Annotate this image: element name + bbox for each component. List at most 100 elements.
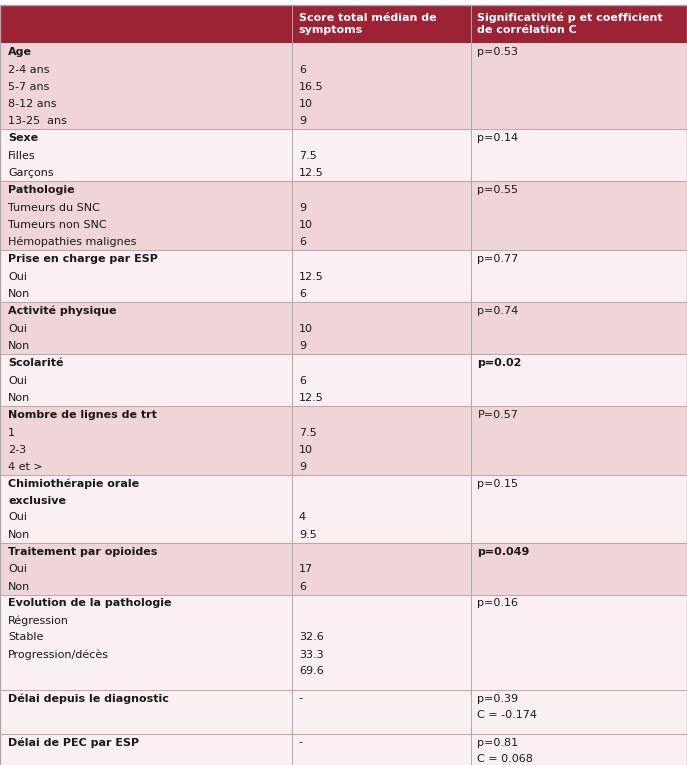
Bar <box>0 578 687 595</box>
Text: 69.6: 69.6 <box>299 666 324 676</box>
Text: p=0.55: p=0.55 <box>477 185 519 195</box>
Bar <box>0 354 687 372</box>
Text: 4 et >: 4 et > <box>8 461 43 471</box>
Text: 12.5: 12.5 <box>299 168 324 177</box>
Text: p=0.02: p=0.02 <box>477 358 522 368</box>
Bar <box>0 751 687 765</box>
Text: Oui: Oui <box>8 565 27 575</box>
Bar <box>0 724 687 734</box>
Bar <box>0 663 687 680</box>
Bar <box>0 492 687 509</box>
Text: 5-7 ans: 5-7 ans <box>8 82 49 92</box>
Text: Nombre de lignes de trt: Nombre de lignes de trt <box>8 410 157 420</box>
Bar <box>0 129 687 147</box>
Bar <box>0 389 687 406</box>
Text: 6: 6 <box>299 581 306 591</box>
Bar <box>0 475 687 492</box>
Bar <box>0 406 687 424</box>
Text: 16.5: 16.5 <box>299 82 324 92</box>
Text: C = 0.068: C = 0.068 <box>477 754 533 764</box>
Text: Prise en charge par ESP: Prise en charge par ESP <box>8 254 158 264</box>
Bar <box>0 320 687 337</box>
Text: p=0.15: p=0.15 <box>477 478 519 489</box>
Text: 32.6: 32.6 <box>299 633 324 643</box>
Text: p=0.39: p=0.39 <box>477 694 519 704</box>
Bar <box>0 285 687 302</box>
Text: Stable: Stable <box>8 633 43 643</box>
Bar <box>0 233 687 250</box>
Text: exclusive: exclusive <box>8 496 66 506</box>
Text: Evolution de la pathologie: Evolution de la pathologie <box>8 598 172 608</box>
Bar <box>0 268 687 285</box>
Text: Régression: Régression <box>8 615 69 626</box>
Bar <box>0 690 687 707</box>
Text: Oui: Oui <box>8 513 27 522</box>
Text: 2-3: 2-3 <box>8 444 26 454</box>
Text: 17: 17 <box>299 565 313 575</box>
Text: 10: 10 <box>299 220 313 230</box>
Text: 7.5: 7.5 <box>299 428 317 438</box>
Bar <box>0 216 687 233</box>
Text: p=0.74: p=0.74 <box>477 306 519 316</box>
Bar <box>0 734 687 751</box>
Bar <box>0 441 687 458</box>
Text: Scolarité: Scolarité <box>8 358 64 368</box>
Text: 10: 10 <box>299 99 313 109</box>
Bar <box>0 543 687 561</box>
Text: Traitement par opioides: Traitement par opioides <box>8 547 157 557</box>
Bar <box>0 526 687 543</box>
Text: Non: Non <box>8 529 30 539</box>
Bar <box>0 250 687 268</box>
Text: Progression/décès: Progression/décès <box>8 649 109 659</box>
Bar <box>0 61 687 78</box>
Text: 9: 9 <box>299 340 306 350</box>
Bar <box>0 5 687 43</box>
Text: 4: 4 <box>299 513 306 522</box>
Text: 9.5: 9.5 <box>299 529 317 539</box>
Text: Filles: Filles <box>8 151 36 161</box>
Text: -: - <box>299 694 303 704</box>
Text: Pathologie: Pathologie <box>8 185 75 195</box>
Text: 6: 6 <box>299 376 306 386</box>
Text: Oui: Oui <box>8 272 27 282</box>
Text: C = -0.174: C = -0.174 <box>477 711 537 721</box>
Bar <box>0 43 687 61</box>
Bar <box>0 629 687 646</box>
Bar <box>0 112 687 129</box>
Bar <box>0 509 687 526</box>
Text: p=0.16: p=0.16 <box>477 598 519 608</box>
Bar <box>0 680 687 690</box>
Text: 8-12 ans: 8-12 ans <box>8 99 57 109</box>
Text: Chimiothérapie orale: Chimiothérapie orale <box>8 478 139 489</box>
Text: -: - <box>299 737 303 747</box>
Bar <box>0 424 687 441</box>
Text: p=0.53: p=0.53 <box>477 47 519 57</box>
Text: 9: 9 <box>299 461 306 471</box>
Text: 2-4 ans: 2-4 ans <box>8 64 49 74</box>
Bar <box>0 707 687 724</box>
Text: 6: 6 <box>299 236 306 246</box>
Text: Tumeurs du SNC: Tumeurs du SNC <box>8 203 100 213</box>
Text: Hémopathies malignes: Hémopathies malignes <box>8 236 137 247</box>
Text: 9: 9 <box>299 203 306 213</box>
Text: Non: Non <box>8 392 30 402</box>
Text: 12.5: 12.5 <box>299 272 324 282</box>
Text: Délai depuis le diagnostic: Délai depuis le diagnostic <box>8 693 169 704</box>
Text: 10: 10 <box>299 444 313 454</box>
Bar <box>0 646 687 663</box>
Text: Non: Non <box>8 581 30 591</box>
Text: 33.3: 33.3 <box>299 649 324 659</box>
Bar <box>0 595 687 612</box>
Bar <box>0 458 687 475</box>
Bar <box>0 372 687 389</box>
Bar <box>0 147 687 164</box>
Text: p=0.81: p=0.81 <box>477 737 519 747</box>
Text: Age: Age <box>8 47 32 57</box>
Text: 7.5: 7.5 <box>299 151 317 161</box>
Bar <box>0 612 687 629</box>
Bar <box>0 78 687 95</box>
Text: Non: Non <box>8 340 30 350</box>
Text: 10: 10 <box>299 324 313 334</box>
Text: Garçons: Garçons <box>8 168 54 177</box>
Text: 13-25  ans: 13-25 ans <box>8 116 67 125</box>
